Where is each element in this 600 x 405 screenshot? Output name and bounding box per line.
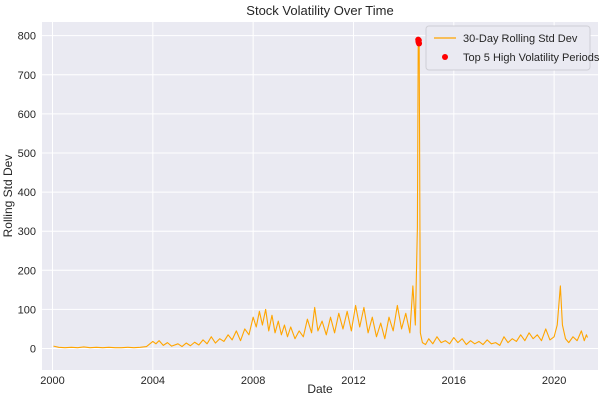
legend-label-top5: Top 5 High Volatility Periods bbox=[463, 52, 600, 64]
marker-layer bbox=[415, 36, 423, 47]
y-tick-labels: 0 100 200 300 400 500 600 700 800 bbox=[18, 31, 36, 356]
legend-box bbox=[425, 25, 591, 71]
x-tick-label: 2008 bbox=[241, 375, 265, 387]
legend: 30-Day Rolling Std Dev Top 5 High Volati… bbox=[425, 25, 600, 71]
y-tick-label: 600 bbox=[18, 109, 36, 121]
legend-marker-swatch bbox=[442, 54, 448, 60]
x-axis-label: Date bbox=[307, 382, 333, 396]
legend-label-rolling-std: 30-Day Rolling Std Dev bbox=[463, 33, 578, 45]
y-tick-label: 0 bbox=[30, 343, 36, 355]
y-tick-label: 200 bbox=[18, 265, 36, 277]
x-tick-label: 2004 bbox=[141, 375, 165, 387]
y-tick-label: 500 bbox=[18, 148, 36, 160]
y-axis-label: Rolling Std Dev bbox=[1, 155, 15, 238]
x-tick-labels: 2000 2004 2008 2012 2016 2020 bbox=[40, 375, 566, 387]
x-tick-label: 2012 bbox=[341, 375, 365, 387]
y-tick-label: 100 bbox=[18, 304, 36, 316]
x-tick-label: 2016 bbox=[442, 375, 466, 387]
series-layer bbox=[53, 39, 589, 349]
y-tick-label: 800 bbox=[18, 31, 36, 43]
y-tick-label: 400 bbox=[18, 187, 36, 199]
series-line-rolling-std-dev bbox=[53, 39, 589, 349]
plot-area bbox=[42, 22, 598, 370]
grid-layer bbox=[42, 22, 598, 370]
y-tick-label: 300 bbox=[18, 226, 36, 238]
chart-title: Stock Volatility Over Time bbox=[246, 3, 393, 18]
x-tick-label: 2000 bbox=[40, 375, 64, 387]
x-tick-label: 2020 bbox=[542, 375, 566, 387]
y-tick-label: 700 bbox=[18, 70, 36, 82]
high-volatility-point bbox=[416, 40, 423, 47]
